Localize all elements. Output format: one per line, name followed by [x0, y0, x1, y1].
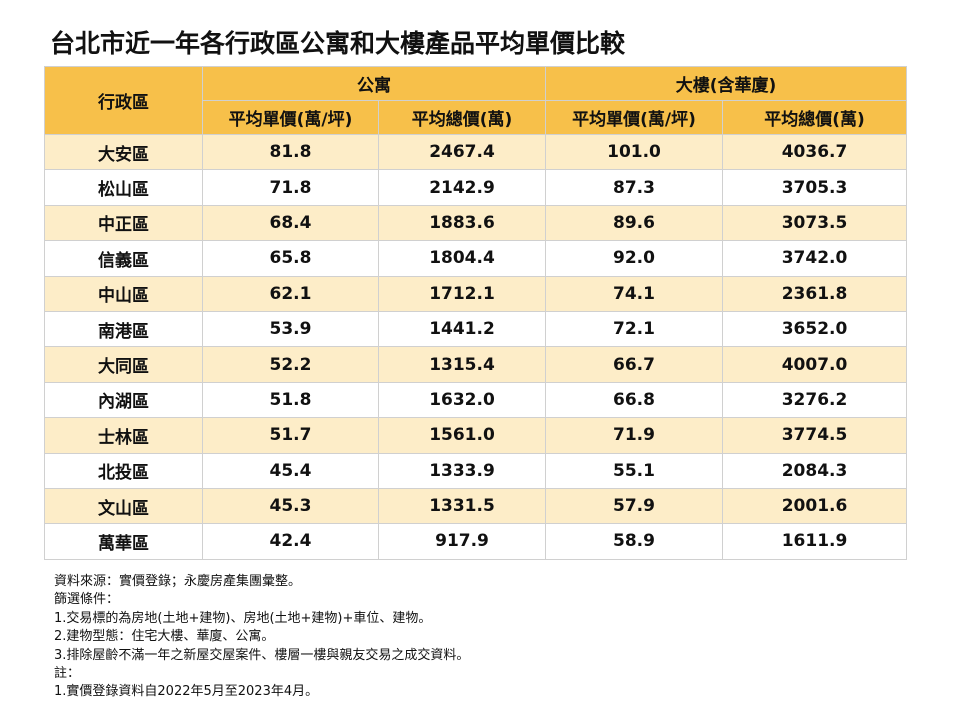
note-line: 篩選條件：: [54, 592, 120, 608]
building-total-price-cell: 4036.7: [721, 133, 908, 171]
footnotes: 資料來源：實價登錄；永慶房產集團彙整。 篩選條件： 1.交易標的為房地(土地+建…: [54, 573, 469, 702]
building-unit-price-cell: 66.8: [545, 381, 723, 419]
building-total-price-cell: 3774.5: [721, 417, 908, 454]
building-total-price-cell: 3652.0: [721, 310, 908, 348]
building-unit-price-header: 平均單價(萬/坪): [545, 100, 723, 135]
building-unit-price-cell: 89.6: [545, 204, 723, 242]
apartment-total-price-cell: 2467.4: [378, 133, 546, 171]
district-cell: 松山區: [44, 169, 203, 206]
district-column-header: 行政區: [44, 66, 203, 135]
apartment-unit-price-cell: 62.1: [202, 275, 379, 312]
apartment-total-price-cell: 1632.0: [378, 381, 546, 419]
table-row: 萬華區 42.4 917.9 58.9 1611.9: [44, 523, 908, 560]
apartment-total-price-cell: 1333.9: [378, 452, 546, 489]
apartment-total-price-header: 平均總價(萬): [378, 100, 546, 135]
apartment-unit-price-cell: 51.7: [202, 417, 379, 454]
apartment-total-price-cell: 917.9: [378, 523, 546, 560]
building-unit-price-cell: 71.9: [545, 417, 723, 454]
building-total-price-cell: 3276.2: [721, 381, 908, 419]
apartment-total-price-cell: 2142.9: [378, 169, 546, 206]
apartment-total-price-cell: 1804.4: [378, 240, 546, 277]
apartment-unit-price-cell: 71.8: [202, 169, 379, 206]
apartment-unit-price-cell: 42.4: [202, 523, 379, 560]
note-line: 資料來源：實價登錄；永慶房產集團彙整。: [54, 574, 302, 589]
building-total-price-cell: 3742.0: [721, 240, 908, 277]
district-cell: 文山區: [44, 487, 203, 525]
building-group-header: 大樓(含華廈): [544, 66, 908, 101]
apartment-unit-price-cell: 81.8: [202, 133, 379, 171]
district-cell: 士林區: [44, 417, 203, 454]
apartment-total-price-cell: 1441.2: [378, 310, 546, 348]
table-row: 北投區 45.4 1333.9 55.1 2084.3: [44, 452, 908, 489]
table-body: 大安區 81.8 2467.4 101.0 4036.7 松山區 71.8 21…: [44, 133, 908, 560]
apartment-unit-price-cell: 52.2: [202, 346, 379, 383]
apartment-unit-price-cell: 45.3: [202, 487, 379, 525]
building-unit-price-cell: 74.1: [545, 275, 723, 312]
note-line: 2.建物型態：住宅大樓、華廈、公寓。: [54, 629, 275, 645]
building-unit-price-cell: 57.9: [545, 487, 723, 525]
district-cell: 南港區: [44, 310, 203, 348]
table-row: 松山區 71.8 2142.9 87.3 3705.3: [44, 169, 908, 206]
building-total-price-header: 平均總價(萬): [721, 100, 908, 135]
apartment-unit-price-cell: 65.8: [202, 240, 379, 277]
apartment-total-price-cell: 1561.0: [378, 417, 546, 454]
table-row: 文山區 45.3 1331.5 57.9 2001.6: [44, 487, 908, 525]
building-total-price-cell: 3073.5: [721, 204, 908, 242]
table-row: 內湖區 51.8 1632.0 66.8 3276.2: [44, 381, 908, 419]
building-total-price-cell: 2084.3: [721, 452, 908, 489]
table-row: 中正區 68.4 1883.6 89.6 3073.5: [44, 204, 908, 242]
apartment-unit-price-cell: 45.4: [202, 452, 379, 489]
table-row: 大同區 52.2 1315.4 66.7 4007.0: [44, 346, 908, 383]
apartment-group-header: 公寓: [202, 66, 546, 101]
district-cell: 大安區: [44, 133, 203, 171]
table-row: 中山區 62.1 1712.1 74.1 2361.8: [44, 275, 908, 312]
page-title: 台北市近一年各行政區公寓和大樓產品平均單價比較: [50, 29, 626, 58]
building-unit-price-cell: 72.1: [545, 310, 723, 348]
district-cell: 中山區: [44, 275, 203, 312]
table-row: 士林區 51.7 1561.0 71.9 3774.5: [44, 417, 908, 454]
district-cell: 北投區: [44, 452, 203, 489]
note-line: 註：: [54, 666, 81, 682]
building-unit-price-cell: 101.0: [545, 133, 723, 171]
apartment-unit-price-cell: 51.8: [202, 381, 379, 419]
apartment-total-price-cell: 1712.1: [378, 275, 546, 312]
apartment-unit-price-cell: 68.4: [202, 204, 379, 242]
note-line: 1.實價登錄資料自2022年5月至2023年4月。: [54, 684, 319, 700]
building-unit-price-cell: 87.3: [545, 169, 723, 206]
apartment-total-price-cell: 1883.6: [378, 204, 546, 242]
building-unit-price-cell: 66.7: [545, 346, 723, 383]
apartment-unit-price-cell: 53.9: [202, 310, 379, 348]
building-total-price-cell: 1611.9: [721, 523, 908, 560]
district-cell: 中正區: [44, 204, 203, 242]
apartment-total-price-cell: 1331.5: [378, 487, 546, 525]
apartment-unit-price-header: 平均單價(萬/坪): [202, 100, 379, 135]
note-line: 1.交易標的為房地(土地+建物)、房地(土地+建物)+車位、建物。: [54, 610, 432, 626]
table-row: 南港區 53.9 1441.2 72.1 3652.0: [44, 310, 908, 348]
district-cell: 信義區: [44, 240, 203, 277]
note-line: 3.排除屋齡不滿一年之新屋交屋案件、樓層一樓與親友交易之成交資料。: [54, 647, 470, 663]
building-total-price-cell: 3705.3: [721, 169, 908, 206]
district-cell: 大同區: [44, 346, 203, 383]
price-comparison-table: 行政區 公寓 大樓(含華廈) 平均單價(萬/坪) 平均總價(萬) 平均單價(萬/…: [44, 66, 908, 560]
building-unit-price-cell: 92.0: [545, 240, 723, 277]
district-cell: 萬華區: [44, 523, 203, 560]
building-total-price-cell: 2001.6: [721, 487, 908, 525]
table-row: 信義區 65.8 1804.4 92.0 3742.0: [44, 240, 908, 277]
building-total-price-cell: 2361.8: [721, 275, 908, 312]
table-row: 大安區 81.8 2467.4 101.0 4036.7: [44, 133, 908, 171]
building-unit-price-cell: 55.1: [545, 452, 723, 489]
building-unit-price-cell: 58.9: [545, 523, 723, 560]
apartment-total-price-cell: 1315.4: [378, 346, 546, 383]
district-cell: 內湖區: [44, 381, 203, 419]
building-total-price-cell: 4007.0: [721, 346, 908, 383]
